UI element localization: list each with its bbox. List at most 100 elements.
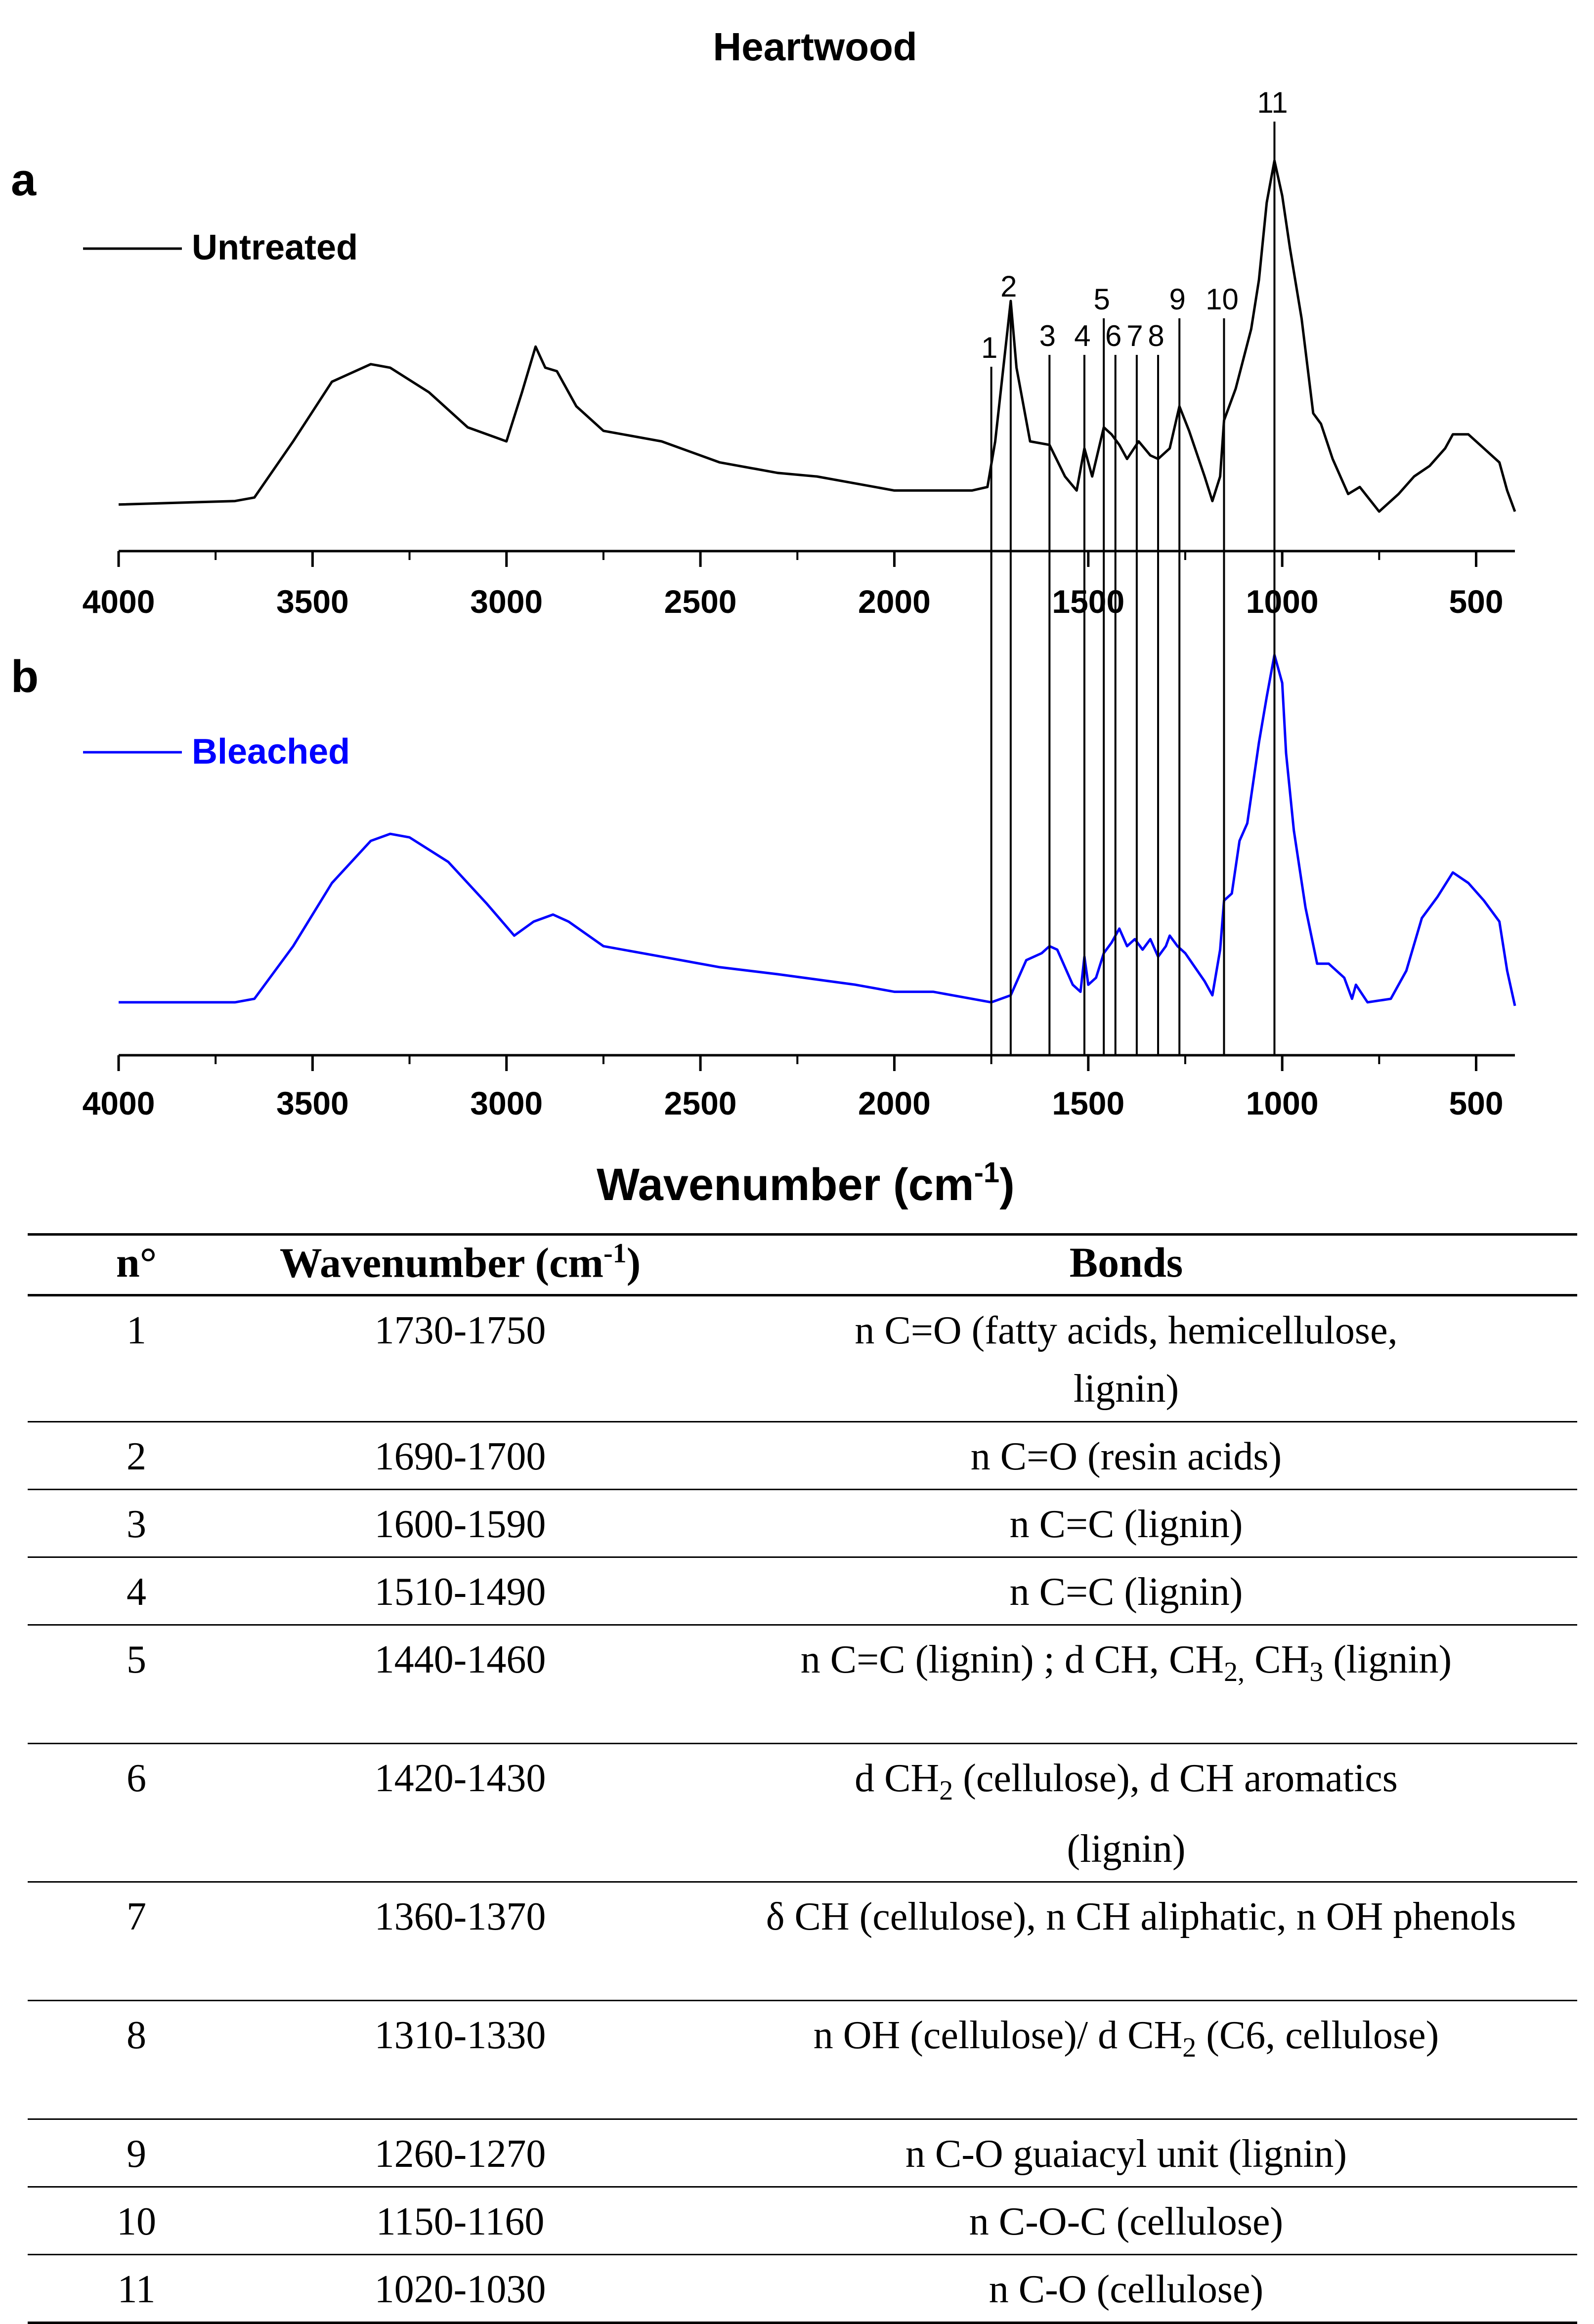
ftir-figure: Heartwood a b Untreated Bleached 4000 350… xyxy=(11,25,1516,1210)
row-n: 4 xyxy=(127,1570,146,1614)
peak-label: 7 xyxy=(1126,319,1143,352)
x-axis-label-main: Wavenumber (cm xyxy=(597,1160,974,1210)
x-tick-label: 1500 xyxy=(1052,583,1124,620)
table-row: 2 1690-1700 n C=O (resin acids) xyxy=(28,1422,1577,1490)
peak-label: 4 xyxy=(1074,319,1090,352)
x-tick-label: 500 xyxy=(1449,583,1503,620)
x-tick-label: 3500 xyxy=(276,1085,349,1121)
row-n: 10 xyxy=(117,2200,156,2243)
row-wavenumber: 1440-1460 xyxy=(374,1638,546,1681)
row-n: 5 xyxy=(127,1638,146,1681)
row-bonds: d CH2 (cellulose), d CH aromatics (ligni… xyxy=(675,1744,1577,1882)
bonds-part: d CH xyxy=(855,1757,940,1800)
header-bonds: Bonds xyxy=(1069,1239,1183,1286)
x-tick-label: 1000 xyxy=(1246,583,1319,620)
table-row: 3 1600-1590 n C=C (lignin) xyxy=(28,1490,1577,1557)
peak-label: 5 xyxy=(1094,283,1110,316)
bonds-sub: 2 xyxy=(1182,2032,1197,2063)
figure-title: Heartwood xyxy=(713,25,917,69)
x-tick-label: 2500 xyxy=(664,1085,737,1121)
table-row: 5 1440-1460 n C=C (lignin) ; d CH, CH2, … xyxy=(28,1625,1577,1744)
row-bonds: n C=C (lignin) xyxy=(1009,1503,1243,1546)
row-wavenumber: 1260-1270 xyxy=(374,2132,546,2176)
row-wavenumber: 1020-1030 xyxy=(374,2268,546,2311)
series-line-a xyxy=(118,159,1516,513)
peak-label: 6 xyxy=(1105,319,1121,352)
x-tick-label: 2000 xyxy=(858,1085,931,1121)
row-wavenumber: 1150-1160 xyxy=(376,2200,545,2243)
x-tick-label: 1500 xyxy=(1052,1085,1124,1121)
header-n: n° xyxy=(116,1239,157,1286)
table-row: 8 1310-1330 n OH (cellulose)/ d CH2 (C6,… xyxy=(28,2001,1577,2119)
header-wavenumber: Wavenumber (cm-1) xyxy=(245,1235,675,1295)
x-tick-label: 1000 xyxy=(1246,1085,1319,1121)
header-wavenumber-text: Wavenumber (cm xyxy=(279,1239,603,1287)
bonds-part: (lignin) xyxy=(1323,1638,1452,1681)
peak-label: 2 xyxy=(1000,270,1017,303)
band-assignment-table: n° Wavenumber (cm-1) Bonds 1 1730-1750 n… xyxy=(28,1233,1577,2324)
bonds-part: n C=C (lignin) ; d CH, CH xyxy=(800,1638,1224,1681)
series-line-b xyxy=(119,653,1516,1006)
x-tick-label: 500 xyxy=(1449,1085,1503,1121)
row-bonds: n C=O (resin acids) xyxy=(970,1435,1282,1478)
panel-a-plot: 4000 3500 3000 2500 2000 1500 1000 500 xyxy=(83,159,1516,620)
peak-marker-lines: 123 456 7 89 10 11 xyxy=(981,86,1288,1055)
x-tick-label: 2000 xyxy=(858,583,931,620)
row-bonds: n OH (cellulose)/ d CH2 (C6, cellulose) xyxy=(675,2001,1577,2119)
row-bonds: n C=O (fatty acids, hemicellulose, ligni… xyxy=(855,1309,1398,1411)
x-axis-label-sup: -1 xyxy=(974,1157,1000,1189)
row-wavenumber: 1310-1330 xyxy=(374,2014,546,2057)
row-n: 1 xyxy=(127,1309,146,1352)
x-axis-label: Wavenumber (cm-1) xyxy=(597,1157,1015,1210)
row-wavenumber: 1360-1370 xyxy=(374,1895,546,1938)
header-wavenumber-end: ) xyxy=(626,1239,641,1287)
row-n: 9 xyxy=(127,2132,146,2176)
bonds-part: n OH (cellulose)/ d CH xyxy=(813,2014,1183,2057)
peak-label: 3 xyxy=(1039,319,1056,352)
peak-label: 11 xyxy=(1257,86,1288,119)
legend-label-untreated: Untreated xyxy=(192,228,358,267)
row-wavenumber: 1690-1700 xyxy=(374,1435,546,1478)
bonds-sub: 2, xyxy=(1224,1657,1245,1687)
bonds-sub: 2 xyxy=(939,1775,953,1806)
row-n: 11 xyxy=(117,2268,156,2311)
peak-label: 8 xyxy=(1148,319,1164,352)
row-n: 3 xyxy=(127,1503,146,1546)
row-bonds: n C=C (lignin) xyxy=(1009,1570,1243,1614)
row-wavenumber: 1510-1490 xyxy=(374,1570,546,1614)
table-header-row: n° Wavenumber (cm-1) Bonds xyxy=(28,1234,1577,1295)
bonds-part: CH xyxy=(1245,1638,1310,1681)
table-row: 6 1420-1430 d CH2 (cellulose), d CH arom… xyxy=(28,1744,1577,1882)
x-tick-label: 3000 xyxy=(470,1085,543,1121)
x-tick-label: 3000 xyxy=(470,583,543,620)
row-n: 8 xyxy=(127,2014,146,2057)
row-bonds: n C-O (cellulose) xyxy=(989,2268,1264,2311)
row-n: 6 xyxy=(127,1757,146,1800)
peak-label: 10 xyxy=(1206,283,1239,316)
table-row: 4 1510-1490 n C=C (lignin) xyxy=(28,1557,1577,1625)
table-row: 11 1020-1030 n C-O (cellulose) xyxy=(28,2255,1577,2323)
table-row: 10 1150-1160 n C-O-C (cellulose) xyxy=(28,2187,1577,2255)
x-tick-label: 3500 xyxy=(276,583,349,620)
bonds-part: (cellulose), d CH aromatics (lignin) xyxy=(953,1757,1398,1871)
x-tick-label: 4000 xyxy=(83,583,155,620)
header-wavenumber-sup: -1 xyxy=(603,1238,627,1269)
x-axis-label-end: ) xyxy=(999,1160,1015,1210)
row-n: 2 xyxy=(127,1435,146,1478)
legend-label-bleached: Bleached xyxy=(192,732,350,772)
x-tick-label: 2500 xyxy=(664,583,737,620)
table-row: 7 1360-1370 δ CH (cellulose), n CH aliph… xyxy=(28,1882,1577,2001)
bonds-part: (C6, cellulose) xyxy=(1196,2014,1439,2057)
x-tick-label: 4000 xyxy=(83,1085,155,1121)
table-row: 1 1730-1750 n C=O (fatty acids, hemicell… xyxy=(28,1295,1577,1422)
peak-label: 1 xyxy=(981,331,997,364)
row-bonds: n C-O-C (cellulose) xyxy=(969,2200,1284,2243)
row-wavenumber: 1730-1750 xyxy=(374,1309,546,1352)
table-row: 9 1260-1270 n C-O guaiacyl unit (lignin) xyxy=(28,2119,1577,2187)
row-wavenumber: 1600-1590 xyxy=(374,1503,546,1546)
panel-b-plot: 4000 3500 3000 2500 2000 1500 1000 500 xyxy=(83,653,1516,1121)
bonds-sub: 3 xyxy=(1309,1657,1324,1687)
row-bonds: n C-O guaiacyl unit (lignin) xyxy=(905,2132,1347,2176)
panel-letter-b: b xyxy=(11,651,39,702)
row-bonds: δ CH (cellulose), n CH aliphatic, n OH p… xyxy=(766,1895,1516,1938)
